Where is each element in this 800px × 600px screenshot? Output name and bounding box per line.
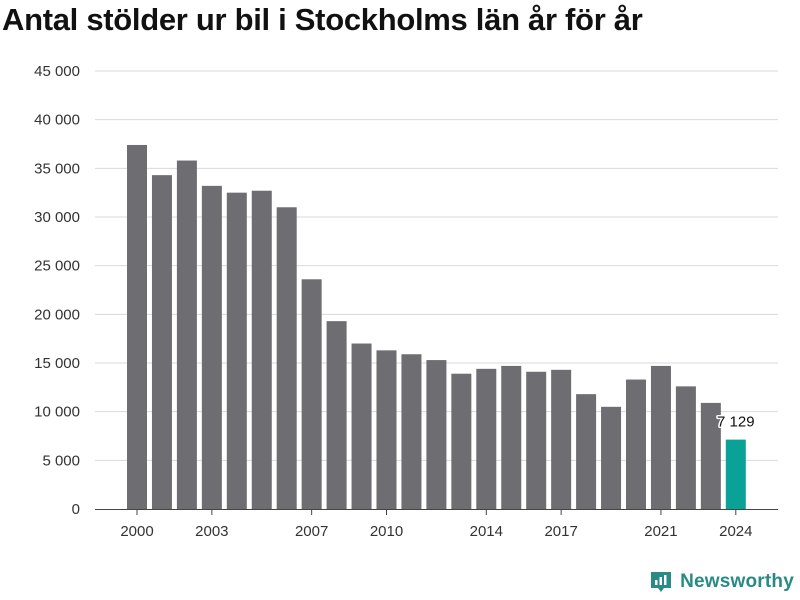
y-tick-label: 5 000	[42, 452, 80, 469]
bar-2003	[201, 185, 222, 509]
bar-2018	[576, 394, 597, 509]
x-tick-label: 2017	[544, 523, 577, 540]
bar-2008	[326, 321, 347, 509]
data-label-2024: 7 129	[717, 414, 755, 431]
y-tick-label: 15 000	[34, 355, 80, 372]
bar-2024	[725, 439, 746, 509]
y-tick-label: 45 000	[34, 63, 80, 80]
x-tick-label: 2003	[195, 523, 228, 540]
x-axis: 2000 2003 2007 2010 2014 2017 2021 2024	[95, 509, 778, 540]
x-tick-label: 2014	[470, 523, 503, 540]
y-tick-label: 40 000	[34, 112, 80, 129]
bar-2019	[601, 406, 622, 509]
bar-2017	[551, 369, 572, 509]
bar-2016	[526, 371, 547, 509]
bar-2001	[151, 175, 172, 509]
bar-2020	[626, 379, 646, 509]
bar-2021	[650, 365, 671, 509]
bar-2023	[700, 402, 721, 509]
bars	[127, 144, 746, 509]
bar-2022	[675, 386, 696, 509]
bar-2004	[226, 192, 247, 509]
bar-2010	[376, 350, 397, 509]
x-tick-label: 2024	[719, 523, 752, 540]
bar-2002	[176, 160, 197, 509]
y-tick-label: 25 000	[34, 258, 80, 275]
brand-name: Newsworthy	[680, 571, 794, 592]
x-tick-label: 2000	[120, 523, 153, 540]
bar-2014	[476, 368, 497, 509]
y-tick-label: 20 000	[34, 306, 80, 323]
y-tick-label: 35 000	[34, 160, 80, 177]
bar-2005	[251, 190, 272, 509]
brand-logo: Newsworthy	[648, 569, 794, 595]
bar-2015	[501, 365, 522, 509]
x-tick-label: 2010	[370, 523, 403, 540]
data-labels: 7 129	[716, 412, 757, 432]
bar-2013	[451, 373, 472, 509]
y-tick-label: 10 000	[34, 404, 80, 421]
y-tick-label: 0	[72, 501, 80, 518]
bar-2006	[276, 207, 297, 509]
bar-2011	[401, 354, 422, 509]
y-tick-label: 30 000	[34, 209, 80, 226]
x-tick-label: 2007	[295, 523, 328, 540]
bar-2007	[301, 279, 322, 509]
y-axis-tick-labels: 0 5 000 10 000 15 000 20 000 25 000 30 000 35 0…	[34, 63, 80, 518]
bar-2012	[426, 360, 447, 509]
chart-title: Antal stölder ur bil i Stockholms län år…	[2, 2, 643, 37]
bar-2009	[351, 343, 372, 509]
x-tick-label: 2021	[644, 523, 677, 540]
bar-2000	[127, 144, 147, 509]
newsworthy-logo-icon	[651, 572, 672, 592]
